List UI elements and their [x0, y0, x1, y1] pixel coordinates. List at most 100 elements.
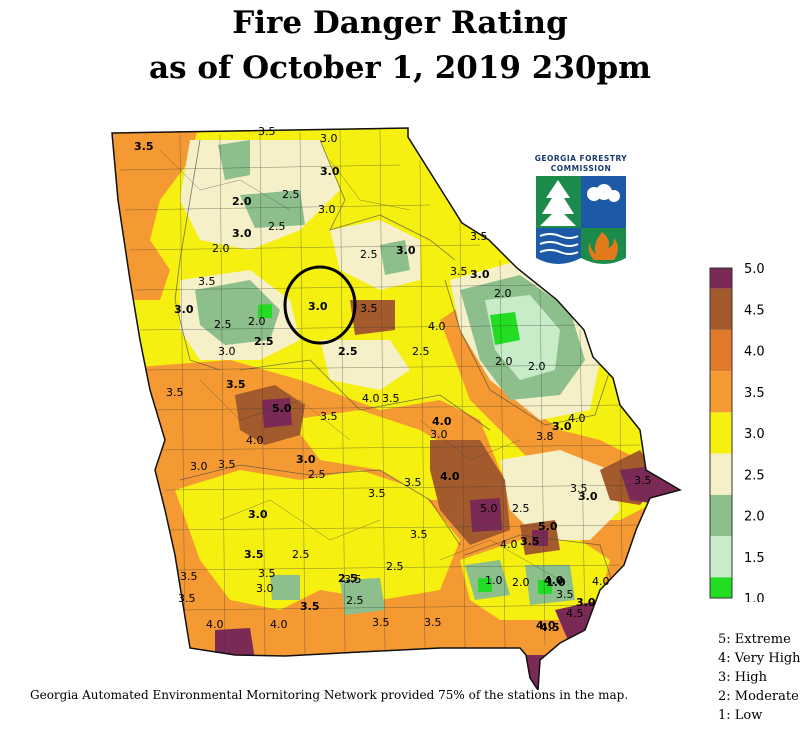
logo-text-line2: COMMISSION [550, 164, 612, 173]
legend-swatch [710, 536, 732, 578]
zone-purple-center [262, 398, 292, 428]
zone-green-ne [380, 240, 410, 275]
contour-value-label: 2.5 [254, 335, 274, 348]
contour-value-label: 1.0 [546, 576, 566, 589]
contour-value-label: 2.5 [338, 572, 358, 585]
zone-green-south-4 [270, 575, 300, 600]
contour-value-label: 2.5 [268, 220, 286, 233]
contour-value-label: 3.0 [318, 203, 336, 216]
legend-tick-label: 3.0 [744, 427, 765, 442]
legend-tick-label: 3.5 [744, 386, 765, 401]
contour-value-label: 4.0 [568, 412, 586, 425]
contour-value-label: 2.5 [360, 248, 378, 261]
zone-purple-southeast [470, 498, 502, 532]
contour-value-label: 5.0 [538, 520, 558, 533]
legend-swatch [710, 412, 732, 454]
legend-swatch [710, 329, 732, 372]
legend-swatch [710, 268, 732, 289]
contour-value-label: 2.5 [338, 345, 358, 358]
contour-value-label: 4.0 [500, 538, 518, 551]
zone-purple-tip [522, 655, 545, 690]
legend-tick-label: 4.0 [744, 345, 765, 360]
legend-swatch [710, 371, 732, 413]
contour-value-label: 3.5 [410, 528, 428, 541]
contour-value-label: 3.0 [308, 300, 328, 313]
contour-value-label: 3.5 [424, 616, 442, 629]
contour-value-label: 1.0 [485, 574, 503, 587]
contour-value-label: 3.5 [134, 140, 154, 153]
contour-value-label: 3.5 [244, 548, 264, 561]
logo-text-line1: GEORGIA FORESTRY [534, 154, 628, 163]
contour-value-label: 4.0 [432, 415, 452, 428]
level-very-high: 4: Very High [718, 651, 800, 666]
contour-value-label: 3.0 [296, 453, 316, 466]
contour-value-label: 3.5 [198, 275, 216, 288]
contour-value-label: 3.5 [360, 302, 378, 315]
georgia-fire-danger-map: 3.53.53.02.02.53.03.0 3.52.5 3.03.52.03.02… [111, 125, 682, 690]
contour-value-label: 2.5 [512, 502, 530, 515]
contour-value-label: 3.5 [258, 567, 276, 580]
contour-value-label: 3.5 [258, 125, 276, 138]
contour-value-label: 3.0 [232, 227, 252, 240]
contour-value-label: 2.5 [292, 548, 310, 561]
legend-swatch [710, 577, 732, 598]
contour-value-label: 3.5 [634, 474, 652, 487]
contour-value-label: 3.5 [166, 386, 184, 399]
contour-value-label: 3.5 [180, 570, 198, 583]
contour-value-label: 4.0 [270, 618, 288, 631]
legend-tick-label: 2.0 [744, 510, 765, 525]
legend-frame [709, 267, 733, 599]
contour-value-label: 3.0 [578, 490, 598, 503]
contour-value-label: 2.0 [512, 576, 530, 589]
level-moderate: 2: Moderate [718, 689, 799, 704]
contour-value-label: 3.0 [396, 244, 416, 257]
contour-value-label: 4.0 [428, 320, 446, 333]
contour-value-label: 3.5 [520, 535, 540, 548]
legend-tick-label: 4.5 [744, 303, 765, 318]
legend-tick-label: 5.0 [744, 262, 765, 277]
contour-value-label: 2.0 [232, 195, 252, 208]
contour-value-label: 5.0 [480, 502, 498, 515]
contour-value-label: 3.0 [174, 303, 194, 316]
highlight-circle [283, 265, 357, 345]
contour-value-label: 3.5 [556, 588, 574, 601]
contour-value-label: 3.0 [190, 460, 208, 473]
level-high: 3: High [718, 670, 767, 685]
contour-value-label: 2.5 [412, 345, 430, 358]
contour-value-label: 3.5 [368, 487, 386, 500]
contour-value-label: 3.0 [248, 508, 268, 521]
contour-value-label: 3.5 [226, 378, 246, 391]
zone-green-north-2 [240, 190, 305, 228]
legend-tick-label: 2.5 [744, 468, 765, 483]
zone-green-south-3 [340, 578, 385, 615]
contour-value-label: 3.5 [470, 230, 488, 243]
zone-brown-mid [350, 300, 395, 335]
map-date: as of October 1, 2019 230pm [149, 50, 651, 86]
georgia-forestry-commission-logo: GEORGIA FORESTRY COMMISSION [532, 148, 630, 276]
zone-purple-se3 [532, 530, 548, 546]
contour-value-label: 3.0 [320, 165, 340, 178]
logo-emblem [536, 176, 626, 264]
map-title: Fire Danger Rating [232, 5, 568, 41]
contour-value-label: 4.0 [544, 574, 564, 587]
contour-value-label: 2.0 [248, 315, 266, 328]
contour-value-label: 3.5 [344, 573, 362, 586]
contour-value-label: 3.5 [178, 592, 196, 605]
contour-value-label: 2.0 [495, 355, 513, 368]
contour-value-label: 3.0 [470, 268, 490, 281]
contour-lines [174, 139, 616, 591]
contour-value-label: 3.5 [300, 600, 320, 613]
contour-value-label: 4.0 [592, 575, 610, 588]
contour-value-label: 4.0 [362, 392, 380, 405]
zone-pale-southeast [500, 450, 620, 540]
contour-value-label: 3.5 [570, 482, 588, 495]
contour-value-label: 5.0 [272, 402, 292, 415]
contour-value-label: 3.5 [320, 410, 338, 423]
level-extreme: 5: Extreme [718, 632, 791, 647]
contour-value-label: 3.0 [218, 345, 236, 358]
data-credit: Georgia Automated Environmental Mornitor… [30, 688, 629, 702]
zone-green-north-1 [218, 140, 250, 180]
contour-value-label: 4.0 [536, 619, 556, 632]
contour-value-label: 3.5 [404, 476, 422, 489]
legend-swatch [710, 453, 732, 495]
